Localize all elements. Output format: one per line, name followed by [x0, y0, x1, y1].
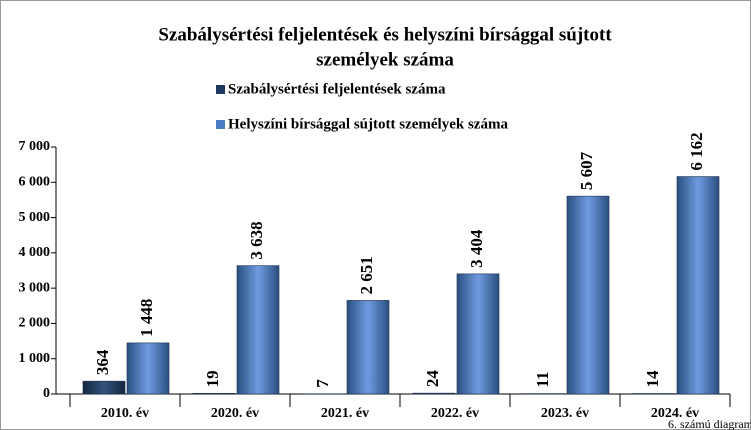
- bar: [236, 265, 280, 395]
- data-label: 11: [533, 372, 552, 388]
- x-tick-label: 2021. év: [321, 406, 369, 421]
- y-tick-label: 2 000: [19, 316, 51, 331]
- data-label: 7: [313, 379, 332, 388]
- y-tick-label: 3 000: [19, 280, 51, 295]
- x-tick-label: 2024. év: [651, 406, 699, 421]
- y-tick-label: 6 000: [19, 175, 51, 190]
- x-tick-label: 2020. év: [211, 406, 259, 421]
- x-tick-label: 2022. év: [431, 406, 479, 421]
- data-label: 5 607: [577, 151, 596, 190]
- legend-swatch: [216, 85, 225, 94]
- bar: [456, 273, 500, 395]
- footnote: 6. számú diagram: [668, 417, 751, 430]
- chart-title: személyek száma: [316, 49, 454, 70]
- y-tick-label: 7 000: [19, 139, 51, 154]
- data-label: 19: [203, 370, 222, 387]
- x-tick-label: 2010. év: [101, 406, 149, 421]
- data-label: 3 404: [467, 229, 486, 268]
- bar: [566, 195, 610, 395]
- y-tick-label: 0: [43, 386, 50, 401]
- data-label: 364: [93, 349, 112, 375]
- data-label: 3 638: [247, 221, 266, 259]
- y-tick-label: 5 000: [19, 210, 51, 225]
- data-label: 1 448: [137, 299, 156, 337]
- bar: [412, 392, 456, 395]
- data-label: 14: [643, 370, 662, 388]
- bar: [346, 300, 390, 395]
- chart-title: Szabálysértési feljelentések és helyszín…: [158, 24, 612, 45]
- data-label: 2 651: [357, 256, 376, 294]
- bar: [676, 176, 720, 395]
- y-tick-label: 1 000: [19, 351, 51, 366]
- bar: [82, 380, 126, 395]
- legend-label: Szabálysértési feljelentések száma: [228, 81, 446, 97]
- bar: [192, 393, 236, 395]
- y-tick-label: 4 000: [19, 245, 51, 260]
- x-tick-label: 2023. év: [541, 406, 589, 421]
- data-label: 6 162: [687, 132, 706, 170]
- legend-label: Helyszíni bírsággal sújtott személyek sz…: [228, 116, 508, 132]
- bar: [126, 342, 170, 395]
- data-label: 24: [423, 370, 442, 388]
- legend-swatch: [216, 120, 225, 129]
